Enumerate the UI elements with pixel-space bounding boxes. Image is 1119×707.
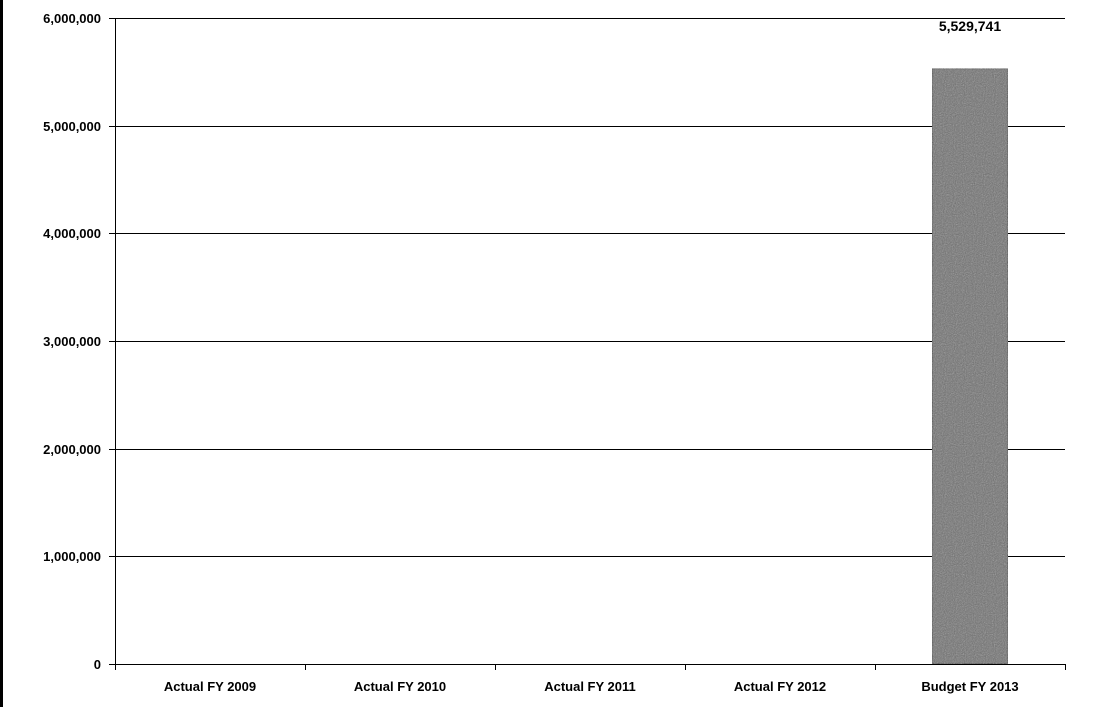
y-tick-label: 2,000,000 [43, 442, 101, 457]
y-tick-label: 1,000,000 [43, 549, 101, 564]
x-tick-label: Budget FY 2013 [921, 679, 1018, 694]
y-tick-label: 6,000,000 [43, 11, 101, 26]
gridlines [115, 18, 1065, 557]
y-tick-label: 4,000,000 [43, 226, 101, 241]
bars [931, 68, 1009, 665]
axes [109, 18, 1066, 670]
y-tick-label: 5,000,000 [43, 119, 101, 134]
x-tick-label: Actual FY 2012 [734, 679, 826, 694]
y-tick-label: 0 [94, 657, 101, 672]
y-tick-label: 3,000,000 [43, 334, 101, 349]
bar [931, 68, 1009, 665]
bar-data-label: 5,529,741 [939, 18, 1001, 34]
x-tick-label: Actual FY 2009 [164, 679, 256, 694]
x-tick-label: Actual FY 2011 [544, 679, 636, 694]
labels: 0 1,000,000 2,000,000 3,000,000 4,000,000 5,0… [43, 11, 1018, 694]
x-tick-label: Actual FY 2010 [354, 679, 446, 694]
